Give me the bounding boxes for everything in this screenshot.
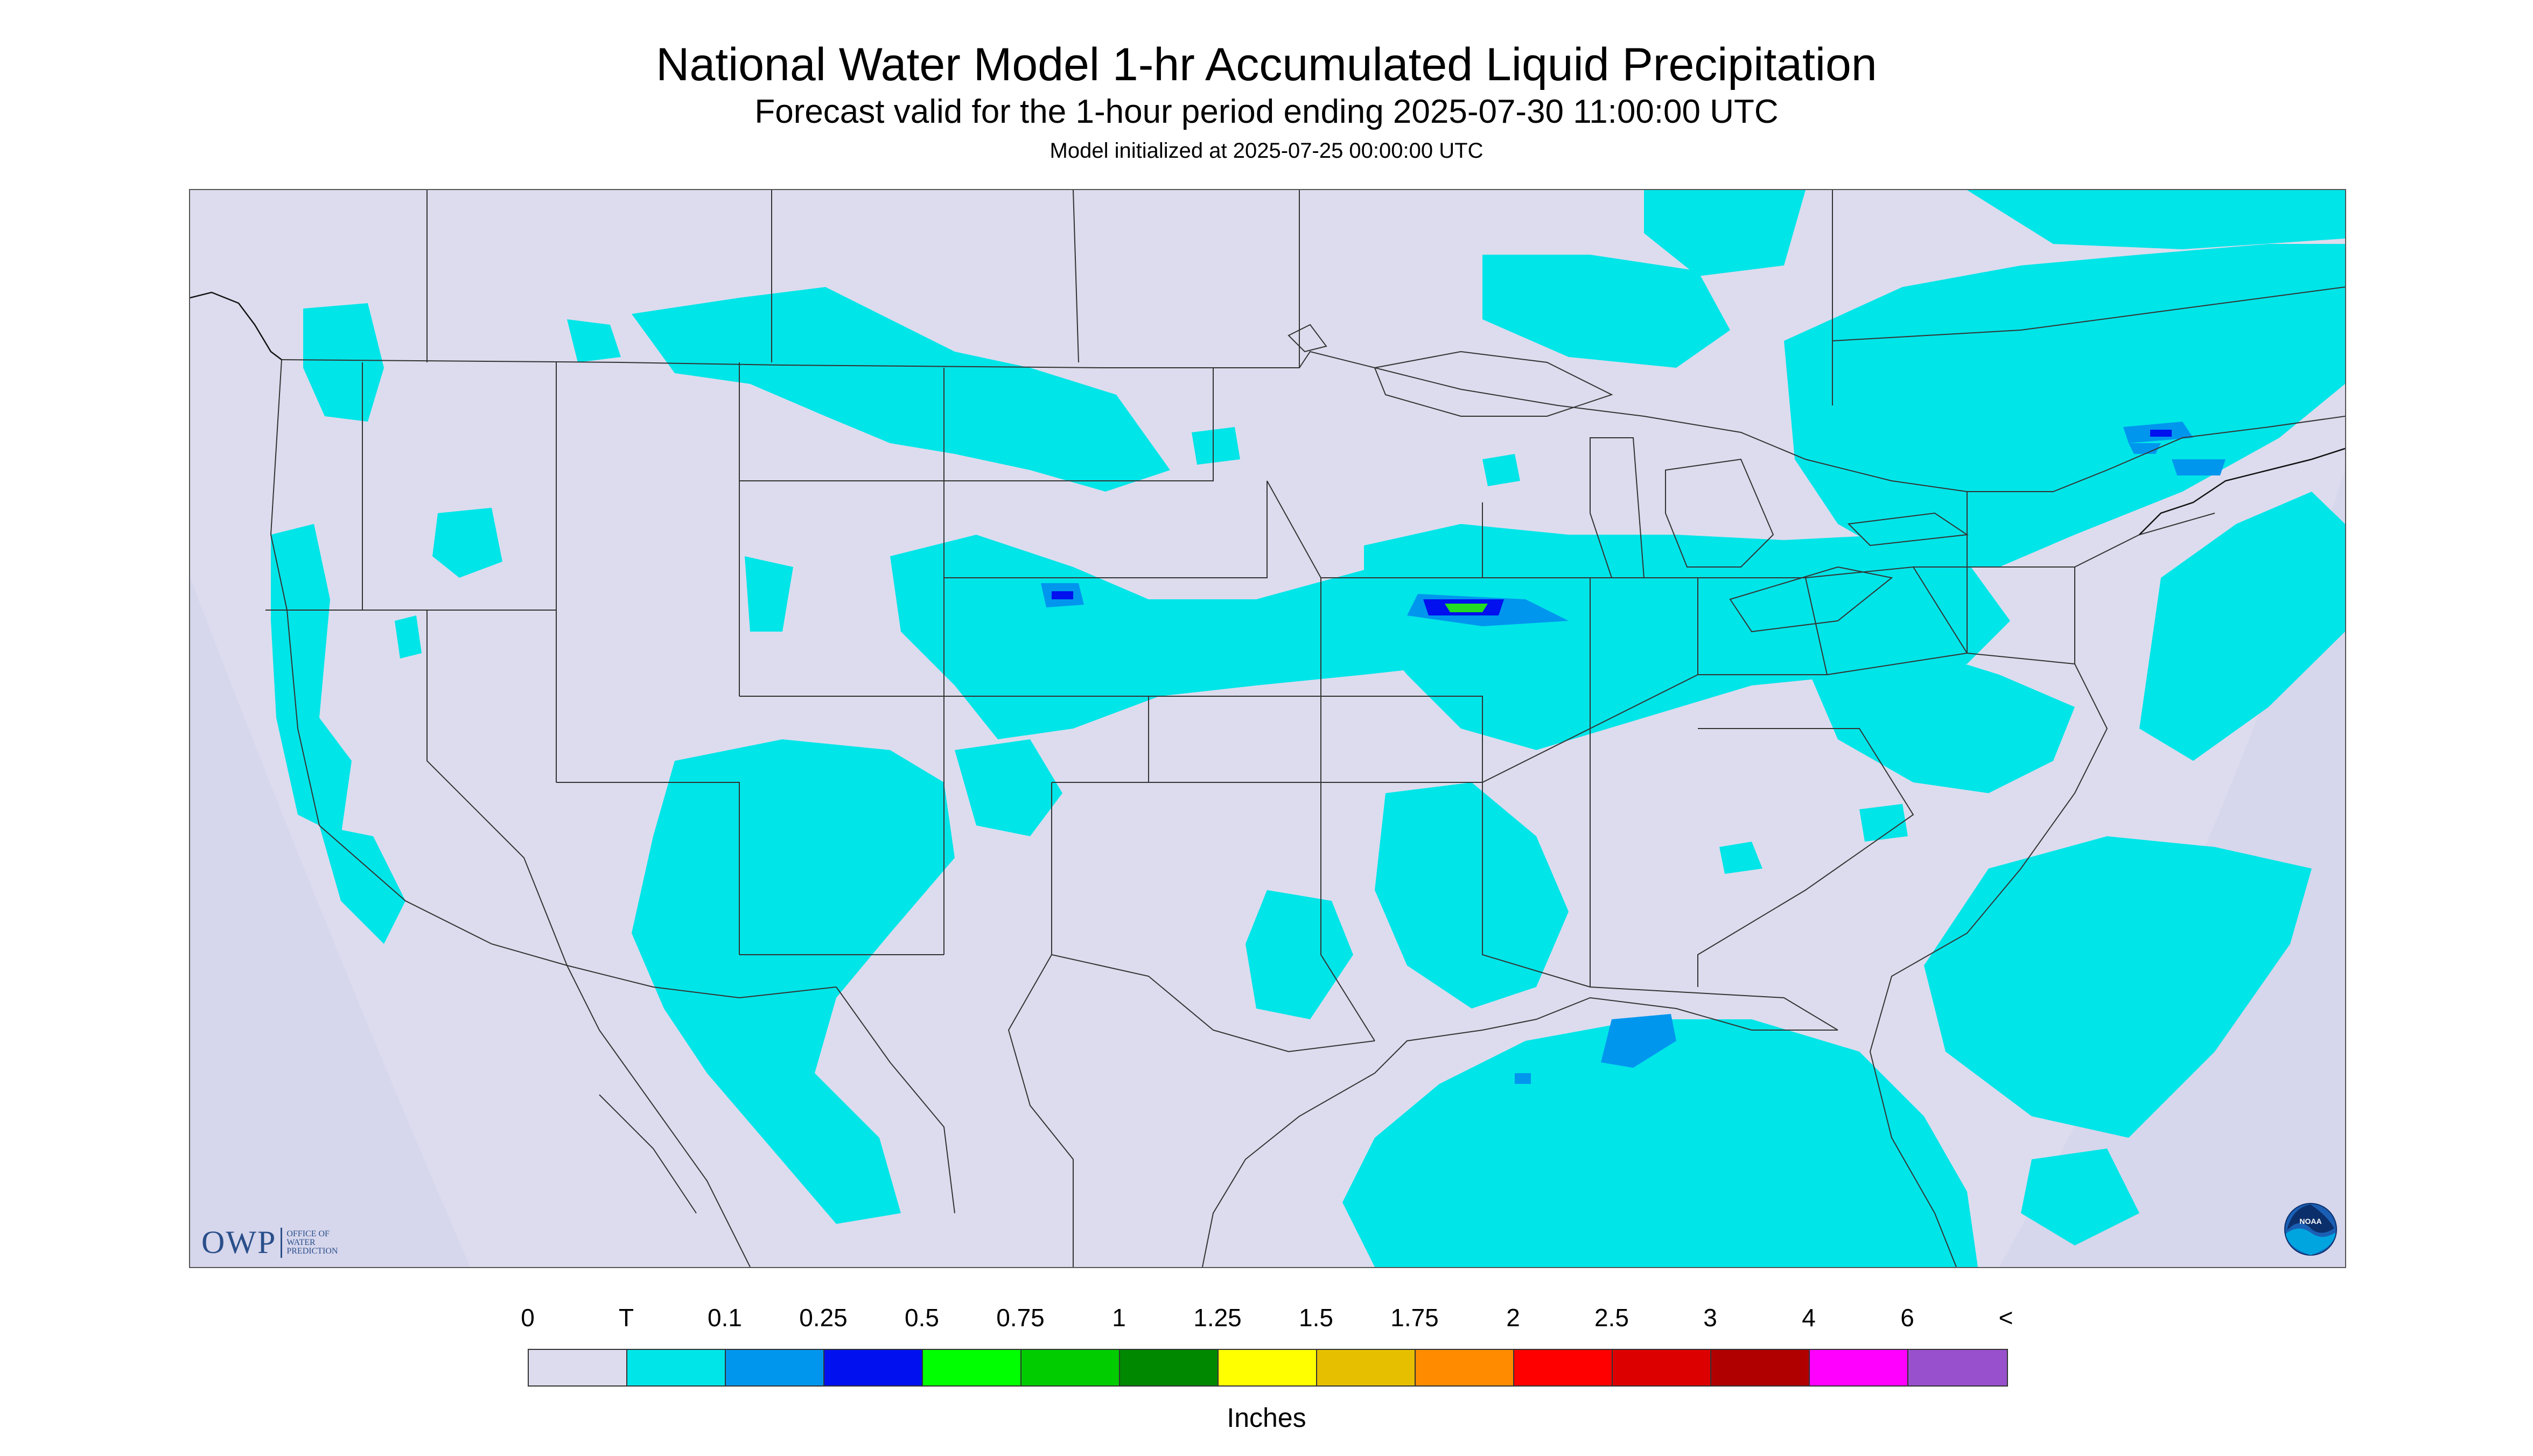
legend-tick-label: 0.75 <box>996 1304 1045 1332</box>
legend-swatch <box>726 1350 824 1385</box>
owp-logo-line2: WATER <box>286 1237 316 1247</box>
precipitation-map[interactable]: OWP OFFICE OF WATER PREDICTION NOAA <box>189 189 2346 1268</box>
map-canvas <box>190 190 2345 1267</box>
legend-swatch <box>824 1350 923 1385</box>
legend-swatch <box>1613 1350 1711 1385</box>
noaa-logo-text: NOAA <box>2299 1217 2321 1226</box>
legend-swatch <box>1711 1350 1810 1385</box>
precip-trace-areas <box>271 190 2345 1267</box>
owp-logo-divider <box>281 1227 283 1258</box>
map-title: National Water Model 1-hr Accumulated Li… <box>656 39 1877 90</box>
coastline-detail <box>190 291 2345 535</box>
legend-tick-label: 1.5 <box>1299 1304 1333 1332</box>
legend-tick-label: 1.75 <box>1390 1304 1439 1332</box>
model-init-text: Model initialized at 2025-07-25 00:00:00… <box>1049 139 1484 163</box>
legend-swatch <box>1021 1350 1120 1385</box>
owp-logo-letters: OWP <box>201 1224 277 1260</box>
legend-swatch <box>1317 1350 1416 1385</box>
legend-tick-label: 3 <box>1703 1304 1717 1332</box>
legend-swatch <box>923 1350 1021 1385</box>
legend-tick-label: 2 <box>1506 1304 1520 1332</box>
legend-swatch <box>529 1350 627 1385</box>
legend-tick-label: 0.1 <box>708 1304 742 1332</box>
projection-edge-left <box>190 578 470 1267</box>
legend-tick-label: 1.25 <box>1193 1304 1242 1332</box>
legend-tick-label: T <box>618 1304 634 1332</box>
precip-heavy-areas <box>1052 430 2172 615</box>
legend-labels: 0 T 0.1 0.25 0.5 0.75 1 1.25 1.5 1.75 2 2.5 3 4 6 < <box>0 1303 2533 1335</box>
legend-tick-label: 0.25 <box>799 1304 848 1332</box>
legend-swatch <box>1219 1350 1317 1385</box>
state-boundaries <box>265 190 2345 1267</box>
legend-tick-label: 1 <box>1112 1304 1126 1332</box>
legend-swatch <box>1514 1350 1613 1385</box>
legend-tick-label: < <box>1998 1304 2013 1332</box>
legend-tick-label: 0 <box>521 1304 535 1332</box>
owp-logo-text: OFFICE OF WATER PREDICTION <box>286 1229 338 1256</box>
legend-tick-label: 4 <box>1802 1304 1816 1332</box>
legend-swatch <box>1908 1350 2007 1385</box>
projection-edge-right <box>1999 470 2345 1267</box>
legend-tick-label: 0.5 <box>905 1304 939 1332</box>
owp-logo-line1: OFFICE OF <box>286 1229 330 1238</box>
legend-swatch <box>1416 1350 1514 1385</box>
legend-tick-label: 6 <box>1900 1304 1914 1332</box>
map-subtitle: Forecast valid for the 1-hour period end… <box>754 93 1779 130</box>
noaa-logo: NOAA <box>2284 1203 2337 1256</box>
legend-swatch <box>1120 1350 1219 1385</box>
legend-unit: Inches <box>1227 1403 1306 1433</box>
owp-logo-line3: PREDICTION <box>286 1246 338 1256</box>
legend-tick-label: 2.5 <box>1594 1304 1629 1332</box>
legend-swatch <box>627 1350 726 1385</box>
legend-colorbar <box>528 1349 2008 1387</box>
legend-swatch <box>1810 1350 1908 1385</box>
owp-logo: OWP OFFICE OF WATER PREDICTION <box>201 1224 338 1261</box>
